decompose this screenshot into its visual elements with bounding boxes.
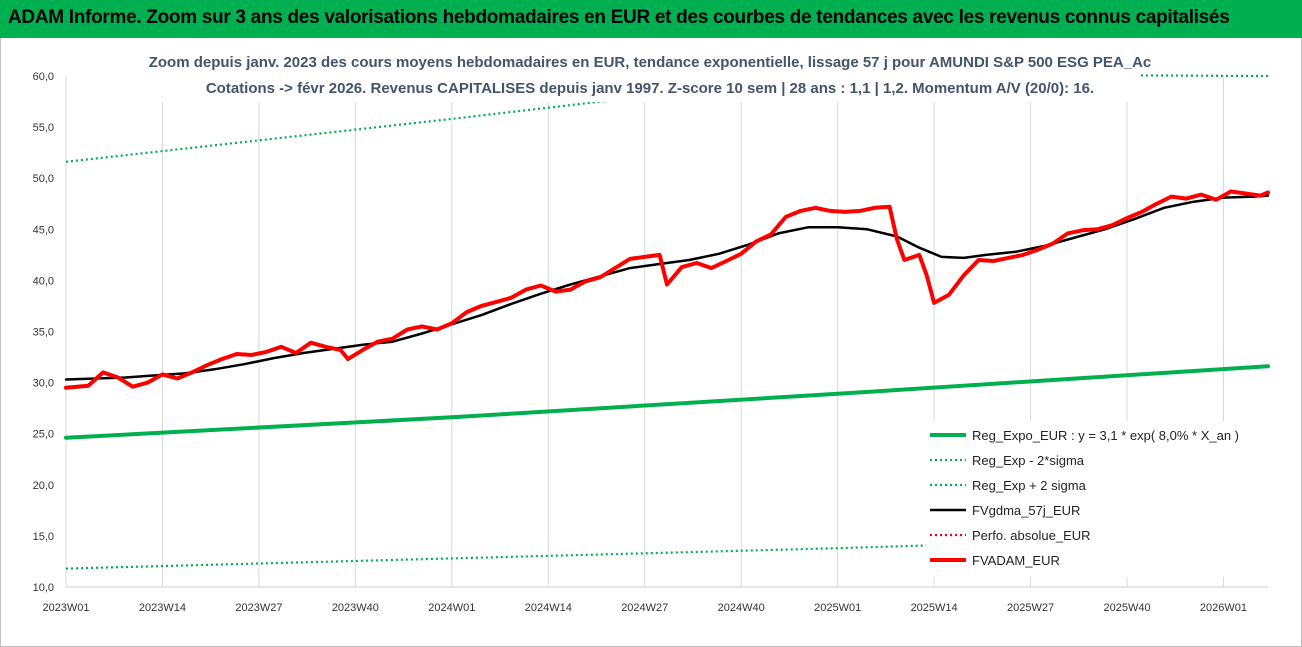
x-tick-label: 2025W27 bbox=[1007, 602, 1054, 614]
y-tick-label: 30,0 bbox=[33, 378, 54, 390]
series-line-6 bbox=[64, 189, 1270, 390]
y-tick-label: 25,0 bbox=[33, 429, 54, 441]
x-tick-label: 2024W01 bbox=[428, 602, 475, 614]
legend-label: Reg_Exp + 2 sigma bbox=[972, 478, 1087, 493]
x-tick-label: 2024W27 bbox=[621, 602, 668, 614]
series-line-4 bbox=[64, 194, 1270, 381]
chart-legend: Reg_Expo_EUR : y = 3,1 * exp( 8,0% * X_a… bbox=[926, 421, 1276, 577]
legend-label: Reg_Expo_EUR : y = 3,1 * exp( 8,0% * X_a… bbox=[972, 428, 1239, 443]
y-tick-label: 20,0 bbox=[33, 480, 54, 492]
x-tick-label: 2025W14 bbox=[911, 602, 958, 614]
x-tick-label: 2023W14 bbox=[139, 602, 186, 614]
legend-label: Perfo. absolue_EUR bbox=[972, 528, 1091, 543]
legend-label: FVADAM_EUR bbox=[972, 553, 1060, 568]
title-background bbox=[160, 44, 1140, 102]
y-tick-label: 60,0 bbox=[33, 71, 54, 83]
y-tick-label: 55,0 bbox=[33, 122, 54, 134]
x-tick-label: 2023W40 bbox=[332, 602, 379, 614]
legend-background bbox=[926, 421, 1276, 577]
chart-title: Zoom depuis janv. 2023 des cours moyens … bbox=[149, 54, 1152, 71]
x-tick-label: 2023W01 bbox=[42, 602, 89, 614]
x-axis: 2023W01 2023W14 2023W27 2023W40 2024W01 2024W… bbox=[42, 602, 1247, 614]
chart-title-block: Zoom depuis janv. 2023 des cours moyens … bbox=[149, 44, 1152, 102]
header-title: ADAM Informe. Zoom sur 3 ans des valoris… bbox=[8, 7, 1230, 28]
y-tick-label: 50,0 bbox=[33, 173, 54, 185]
report-header: ADAM Informe. Zoom sur 3 ans des valoris… bbox=[0, 0, 1302, 38]
legend-label: FVgdma_57j_EUR bbox=[972, 503, 1080, 518]
y-axis: 10,0 15,0 20,0 25,0 30,0 35,0 40,0 45,0 50,0 55,0… bbox=[33, 71, 54, 594]
x-tick-label: 2025W01 bbox=[814, 602, 861, 614]
y-tick-label: 15,0 bbox=[33, 531, 54, 543]
x-tick-label: 2023W27 bbox=[235, 602, 282, 614]
legend-label: Reg_Exp - 2*sigma bbox=[972, 453, 1085, 468]
y-tick-label: 35,0 bbox=[33, 327, 54, 339]
x-tick-label: 2026W01 bbox=[1200, 602, 1247, 614]
chart-subtitle: Cotations -> févr 2026. Revenus CAPITALI… bbox=[206, 80, 1094, 97]
y-tick-label: 10,0 bbox=[33, 582, 54, 594]
series-line-1 bbox=[64, 364, 1270, 440]
y-tick-label: 45,0 bbox=[33, 224, 54, 236]
x-tick-label: 2024W14 bbox=[525, 602, 572, 614]
x-tick-label: 2025W40 bbox=[1103, 602, 1150, 614]
y-tick-label: 40,0 bbox=[33, 275, 54, 287]
x-tick-label: 2024W40 bbox=[718, 602, 765, 614]
